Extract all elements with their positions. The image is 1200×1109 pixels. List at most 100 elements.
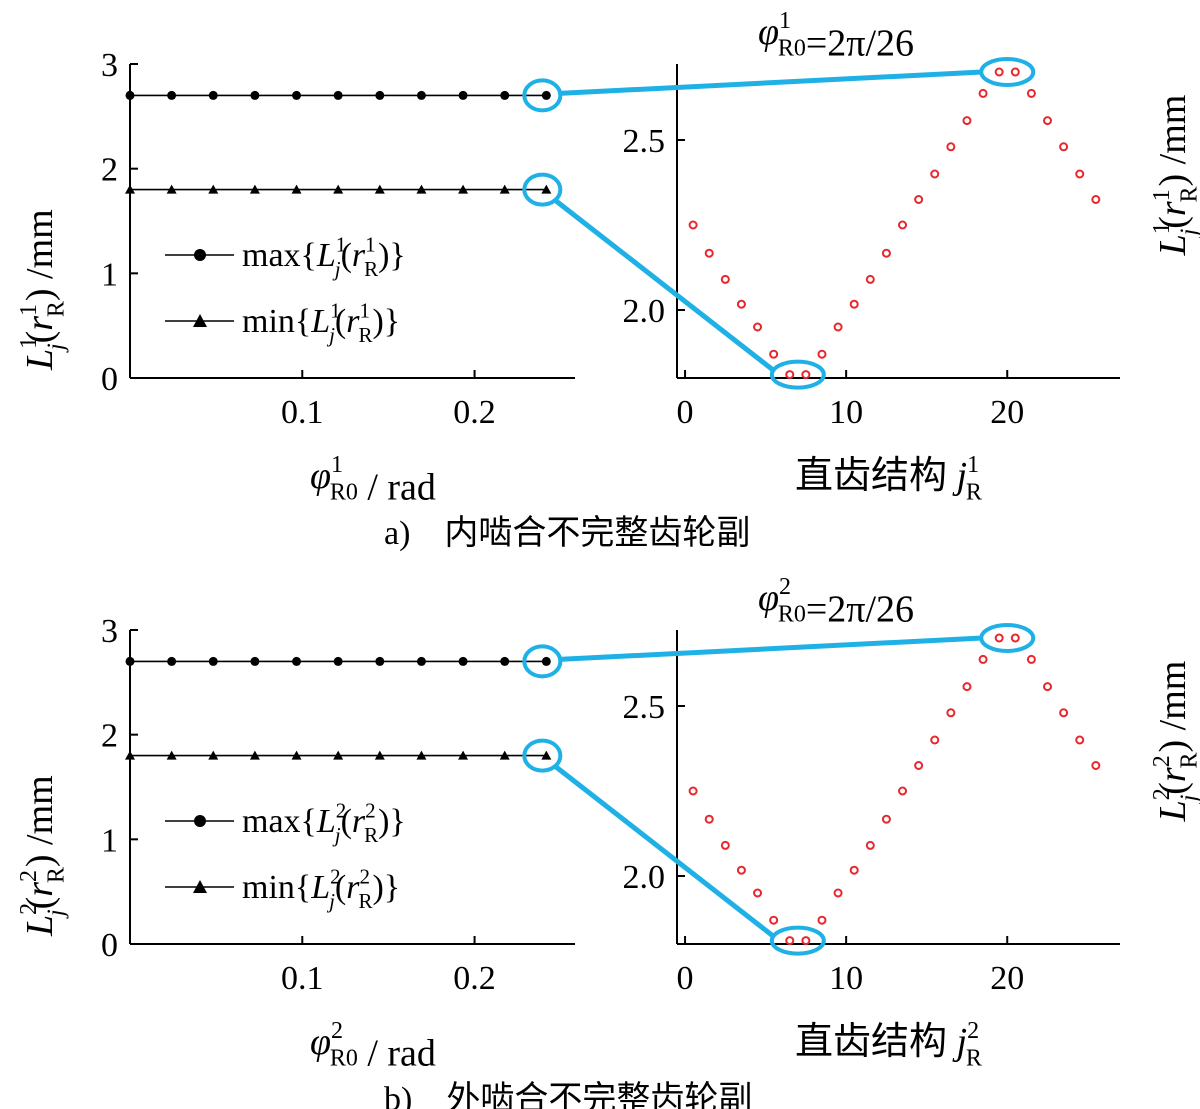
scatter-point [720,274,730,284]
left-y-tick-label: 0 [101,927,118,964]
scatter-point [720,840,730,850]
right-x-tick-label: 20 [990,394,1024,431]
series-min-point [541,184,552,194]
scatter-point [769,349,779,359]
panel-b: 0 1 2 3 0.1 0.2 max{L2 j(r2 R)} min{L2 j(r2 R)} L2j(… [16,574,1200,1109]
scatter-point [1075,735,1085,745]
scatter-point [1043,682,1053,692]
scatter-point [1091,761,1101,770]
highlight-left-min [522,738,563,773]
scatter-point [881,814,891,824]
scatter-point [849,865,859,875]
series-min-point [208,750,219,760]
scatter-point [898,786,908,796]
highlight-right-min [769,359,826,390]
series-min-point [125,184,135,194]
legend-triangle-marker [193,880,207,893]
scatter-point [736,865,746,875]
left-y-axis-label: L2j(r2R) /mm [16,775,69,937]
series-max-point [375,90,385,100]
scatter-point [769,915,779,925]
series-max-point [250,90,260,100]
scatter-point [898,220,908,230]
panel-a: 0 1 2 3 0.1 0.2 max{L1 j(r1 R)} min{L1 j(r1 R)} L1j(… [16,8,1200,552]
scatter-point [801,936,811,946]
left-y-tick-label: 2 [101,718,118,755]
caption-b: b) 外啮合不完整齿轮副 [384,1080,752,1109]
right-x-tick-label: 10 [829,960,863,997]
scatter-point [1043,116,1053,126]
series-max-point [125,656,135,666]
right-y-axis-label: L1j(r1R) /mm [1149,95,1200,257]
scatter-point [1026,654,1036,664]
left-y-tick-label: 1 [101,822,118,859]
series-min-point [291,184,302,194]
legend-circle-marker [194,249,206,261]
right-x-tick-label: 0 [677,394,694,431]
series-max-point [167,90,177,100]
series-max-point [333,90,343,100]
scatter-point [833,888,843,898]
series-max-point [458,656,468,666]
left-y-tick-label: 0 [101,361,118,398]
series-max-point [292,90,302,100]
connector-max [559,69,983,96]
series-max-point [416,90,426,100]
legend-triangle-marker [193,314,207,327]
right-x-tick-label: 0 [677,960,694,997]
scatter-point [946,708,956,718]
series-max-point [333,656,343,666]
left-x-tick-label: 0.1 [281,960,324,997]
series-max-point [500,656,510,666]
legend-label-min: min{L1 j(r1 R)} [242,299,400,347]
series-min-point [374,750,385,760]
scatter-point [1075,169,1085,179]
scatter-point [1010,67,1020,77]
legend-label-max: max{L1 j(r1 R)} [242,233,406,281]
series-min-point [458,750,469,760]
legend-label-max: max{L2 j(r2 R)} [242,799,406,847]
scatter-point [817,915,827,925]
series-min-point [458,184,469,194]
right-x-tick-label: 20 [990,960,1024,997]
right-x-tick-label: 10 [829,394,863,431]
series-max-point [458,90,468,100]
series-max-point [208,656,218,666]
phase-annotation: φ2 R0=2π/26 [758,574,914,630]
series-min-point [541,750,552,760]
highlight-right-max [979,623,1036,653]
series-min-point [499,184,510,194]
series-min-point [374,184,385,194]
scatter-point [930,735,940,745]
right-x-axis-label: 直齿结构 j1 R [795,452,982,505]
series-min-point [166,184,177,194]
right-x-axis-label: 直齿结构 j2 R [795,1018,982,1071]
connector-max [559,635,983,662]
left-y-tick-label: 3 [101,47,118,84]
series-max-point [167,656,177,666]
scatter-point [704,814,714,824]
highlight-left-min [522,172,563,207]
series-min-point [416,184,427,194]
scatter-point [736,299,746,309]
series-min-point [249,184,260,194]
series-min-point [499,750,510,760]
scatter-point [865,274,875,284]
right-y-tick-label: 2.0 [623,293,666,330]
highlight-right-max [979,57,1036,87]
series-min-point [416,750,427,760]
connector-min [552,763,776,939]
series-max-point [208,90,218,100]
left-x-tick-label: 0.1 [281,394,324,431]
right-y-tick-label: 2.5 [623,689,666,726]
phase-annotation: φ1 R0=2π/26 [758,8,914,64]
scatter-point [1010,633,1020,643]
right-y-axis-label: L2j(r2R) /mm [1149,661,1200,823]
scatter-point [785,370,795,380]
scatter-point [849,299,859,309]
scatter-point [1091,195,1101,204]
series-min-point [291,750,302,760]
highlight-right-min [769,925,826,956]
scatter-point [833,322,843,332]
